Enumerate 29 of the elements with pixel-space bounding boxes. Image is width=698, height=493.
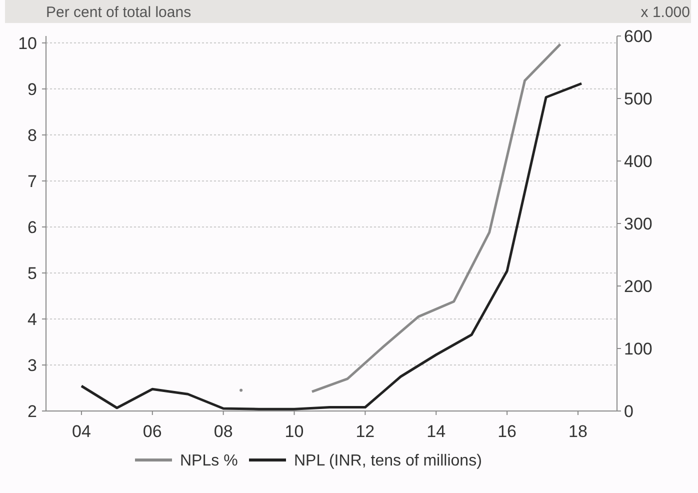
y2-tick-label: 500 [624, 89, 652, 108]
x-tick-label: 16 [498, 422, 517, 441]
y-tick-label: 2 [28, 402, 37, 421]
y-tick-label: 6 [28, 218, 37, 237]
y2-tick-label: 0 [624, 402, 634, 421]
x-tick-label: 10 [284, 422, 304, 441]
legend-label: NPL (INR, tens of millions) [294, 452, 482, 470]
y2-tick-label: 300 [624, 214, 652, 234]
y2-tick-label: 100 [624, 339, 652, 358]
y2-tick-label: 400 [624, 152, 652, 171]
x-tick-label: 12 [356, 422, 375, 441]
y2-axis-title: x 1.000 [640, 4, 690, 21]
y-tick-label: 10 [18, 34, 37, 53]
line-series [80, 82, 583, 410]
y-tick-label: 9 [28, 80, 37, 99]
y2-tick-label: 600 [624, 26, 652, 46]
y-tick-label: 4 [28, 310, 37, 329]
legend-label: NPLs % [180, 452, 238, 470]
x-tick-label: 04 [72, 422, 91, 441]
x-tick-label: 08 [214, 422, 233, 441]
y-tick-label: 8 [28, 126, 37, 145]
x-tick-label: 14 [426, 422, 446, 441]
y-tick-label: 5 [28, 264, 37, 283]
x-tick-label: 06 [142, 422, 162, 441]
y-tick-label: 3 [28, 356, 37, 375]
y2-tick-label: 200 [624, 276, 652, 296]
y-axis-title: Per cent of total loans [46, 4, 192, 21]
y-tick-label: 7 [28, 172, 37, 191]
x-tick-label: 18 [568, 422, 588, 441]
